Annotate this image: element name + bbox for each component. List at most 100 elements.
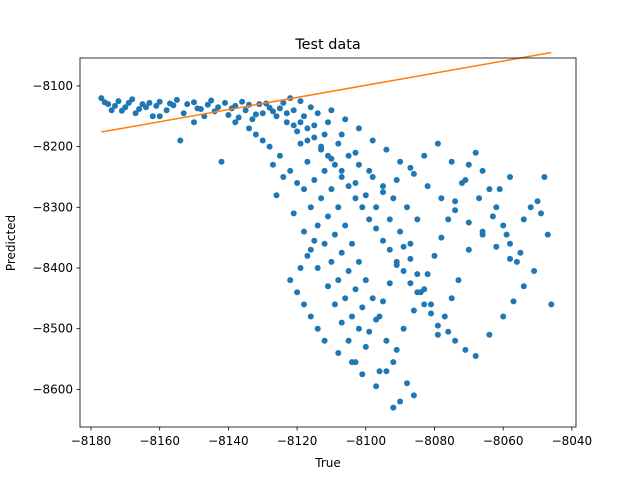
data-point bbox=[448, 158, 455, 165]
data-point bbox=[489, 213, 496, 220]
data-point bbox=[355, 161, 362, 168]
data-point bbox=[479, 231, 486, 238]
data-point bbox=[531, 268, 538, 274]
data-point bbox=[280, 99, 287, 106]
data-point bbox=[520, 216, 527, 223]
data-point bbox=[352, 149, 359, 156]
data-point bbox=[517, 249, 524, 256]
data-point bbox=[156, 98, 163, 105]
plot-frame bbox=[79, 57, 577, 428]
data-point bbox=[335, 204, 342, 211]
data-point bbox=[239, 98, 246, 105]
data-point bbox=[297, 119, 304, 126]
data-point bbox=[252, 131, 259, 138]
data-point bbox=[283, 119, 290, 126]
x-tick-label: −8120 bbox=[277, 434, 318, 448]
data-point bbox=[345, 183, 352, 190]
data-point bbox=[421, 301, 428, 308]
data-point bbox=[290, 210, 297, 217]
data-point bbox=[307, 313, 314, 320]
data-point bbox=[115, 98, 122, 105]
data-point bbox=[359, 304, 366, 311]
reference-line bbox=[101, 51, 552, 133]
data-point bbox=[249, 116, 256, 123]
data-point bbox=[414, 271, 421, 278]
data-point bbox=[338, 249, 345, 256]
data-point bbox=[215, 104, 222, 111]
data-point bbox=[270, 161, 276, 168]
y-axis-ticks: −8100 −8200 −8300 −8400 −8500 −8600 bbox=[32, 79, 80, 396]
data-point bbox=[404, 204, 410, 211]
data-point bbox=[156, 113, 163, 120]
data-point bbox=[407, 255, 414, 262]
data-point bbox=[311, 122, 318, 129]
data-point bbox=[424, 271, 431, 278]
data-point bbox=[338, 131, 345, 138]
data-point bbox=[325, 152, 331, 159]
data-point bbox=[259, 110, 266, 117]
x-tick-label: −8160 bbox=[139, 434, 180, 448]
scatter-points bbox=[98, 95, 555, 411]
data-point bbox=[486, 331, 493, 338]
data-point bbox=[355, 325, 362, 332]
data-point bbox=[355, 258, 362, 265]
data-point bbox=[146, 99, 153, 106]
data-point bbox=[393, 177, 400, 183]
data-point bbox=[362, 192, 369, 199]
data-point bbox=[383, 337, 390, 344]
data-point bbox=[500, 222, 507, 229]
data-point bbox=[510, 298, 517, 305]
data-point bbox=[294, 128, 301, 135]
data-point bbox=[445, 328, 452, 335]
data-point bbox=[342, 116, 349, 123]
data-point bbox=[541, 174, 548, 180]
y-tick-label: −8500 bbox=[32, 322, 73, 336]
data-point bbox=[191, 99, 197, 106]
data-point bbox=[328, 186, 335, 193]
data-point bbox=[393, 346, 400, 353]
data-point bbox=[101, 99, 108, 106]
data-point bbox=[225, 112, 232, 118]
x-tick-label: −8180 bbox=[71, 434, 112, 448]
data-point bbox=[452, 207, 459, 214]
data-point bbox=[414, 289, 421, 296]
data-point bbox=[452, 198, 459, 205]
data-point bbox=[204, 101, 211, 108]
data-point bbox=[352, 195, 359, 202]
data-point bbox=[338, 319, 345, 326]
x-tick-label: −8080 bbox=[414, 434, 455, 448]
data-point bbox=[465, 161, 472, 168]
data-point bbox=[373, 225, 380, 232]
data-point bbox=[173, 96, 180, 103]
data-point bbox=[208, 97, 215, 104]
data-point bbox=[280, 174, 287, 180]
data-point bbox=[486, 186, 493, 193]
data-point bbox=[191, 119, 197, 126]
data-point bbox=[184, 101, 191, 108]
data-point bbox=[373, 316, 380, 323]
data-point bbox=[342, 222, 349, 229]
data-point bbox=[472, 353, 479, 359]
data-point bbox=[366, 167, 373, 174]
data-point bbox=[177, 137, 184, 144]
data-point bbox=[362, 277, 369, 284]
data-point bbox=[242, 107, 249, 114]
data-point bbox=[352, 286, 359, 293]
data-point bbox=[318, 143, 325, 150]
data-point bbox=[369, 137, 376, 144]
x-tick-label: −8100 bbox=[345, 434, 386, 448]
data-point bbox=[304, 158, 311, 165]
data-point bbox=[321, 240, 328, 247]
data-point bbox=[301, 186, 307, 193]
x-tick-label: −8140 bbox=[208, 434, 249, 448]
data-point bbox=[118, 107, 125, 114]
data-point bbox=[493, 204, 500, 211]
data-point bbox=[507, 240, 513, 247]
data-point bbox=[397, 398, 404, 405]
data-point bbox=[390, 195, 397, 202]
data-point bbox=[355, 125, 362, 132]
data-point bbox=[359, 204, 366, 211]
data-point bbox=[294, 289, 301, 296]
data-point bbox=[301, 228, 307, 235]
data-point bbox=[383, 146, 390, 153]
